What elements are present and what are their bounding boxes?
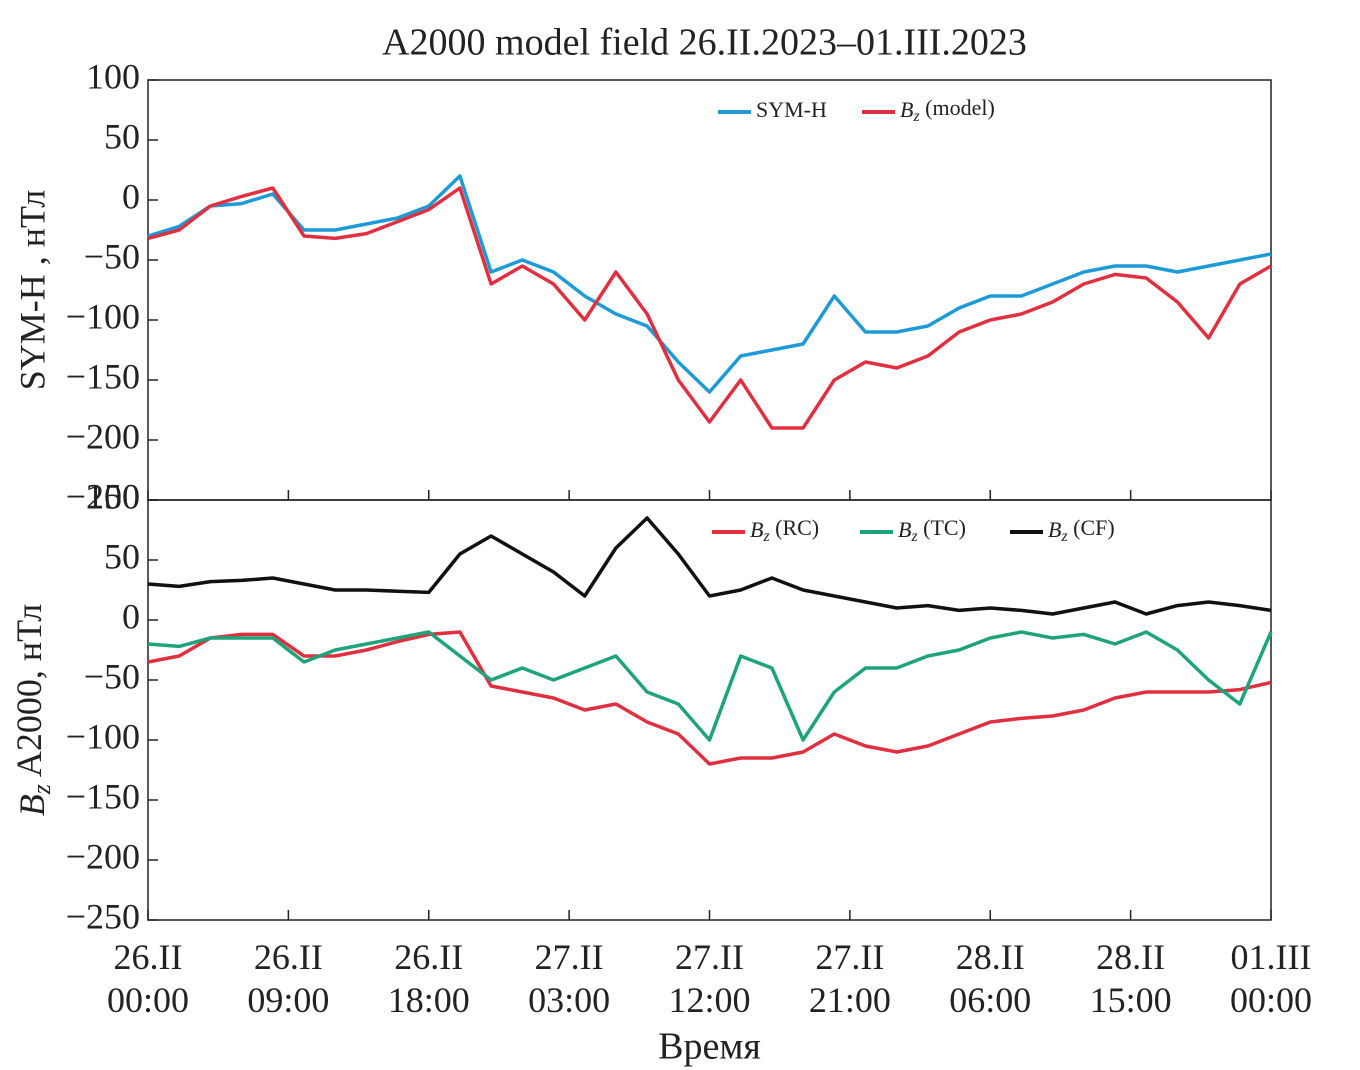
x-tick-label: 26.II 18:00: [387, 937, 470, 1020]
y-tick-label: −50: [84, 656, 140, 696]
y-axis-label: SYM-H , нТл: [12, 190, 52, 390]
y-tick-label: 100: [86, 56, 140, 96]
series-line: [147, 630, 1272, 766]
legend-label: Bz (model): [900, 95, 995, 124]
y-axis-label: Bz A2000, нТл: [9, 604, 55, 817]
x-tick-label: 27.II 21:00: [808, 937, 891, 1020]
y-tick-label: 50: [104, 536, 140, 576]
legend-label: Bz (RC): [750, 515, 819, 544]
y-tick-label: 0: [122, 596, 140, 636]
legend-label: Bz (CF): [1048, 515, 1115, 544]
y-tick-label: −150: [66, 356, 140, 396]
y-tick-label: −200: [66, 416, 140, 456]
x-tick-label: 27.II 03:00: [528, 937, 611, 1020]
y-tick-label: −250: [66, 896, 140, 936]
y-tick-label: 100: [86, 476, 140, 516]
series-line: [147, 630, 1273, 742]
x-tick-label: 01.III 00:00: [1229, 937, 1312, 1020]
y-tick-label: −200: [66, 836, 140, 876]
x-tick-label: 27.II 12:00: [668, 937, 751, 1020]
y-tick-label: −100: [66, 296, 140, 336]
y-tick-label: −50: [84, 236, 140, 276]
x-tick-label: 28.II 06:00: [949, 937, 1032, 1020]
series-line: [147, 174, 1272, 394]
x-tick-label: 26.II 09:00: [247, 937, 330, 1020]
x-axis-label: Время: [658, 1026, 761, 1068]
x-tick-label: 26.II 00:00: [106, 937, 189, 1020]
plot-frame: [147, 499, 1272, 921]
y-tick-label: 50: [104, 116, 140, 156]
series-line: [147, 516, 1272, 616]
x-tick-label: 28.II 15:00: [1089, 937, 1172, 1020]
y-tick-label: 0: [122, 176, 140, 216]
plot-frame: [147, 79, 1272, 501]
legend-label: Bz (TC): [898, 515, 966, 544]
series-line: [147, 186, 1272, 430]
y-tick-label: −150: [66, 776, 140, 816]
y-tick-label: −250: [66, 476, 140, 516]
chart-title: A2000 model field 26.II.2023–01.III.2023: [382, 22, 1027, 64]
legend-label: SYM-H: [756, 97, 827, 122]
y-tick-label: −100: [66, 716, 140, 756]
